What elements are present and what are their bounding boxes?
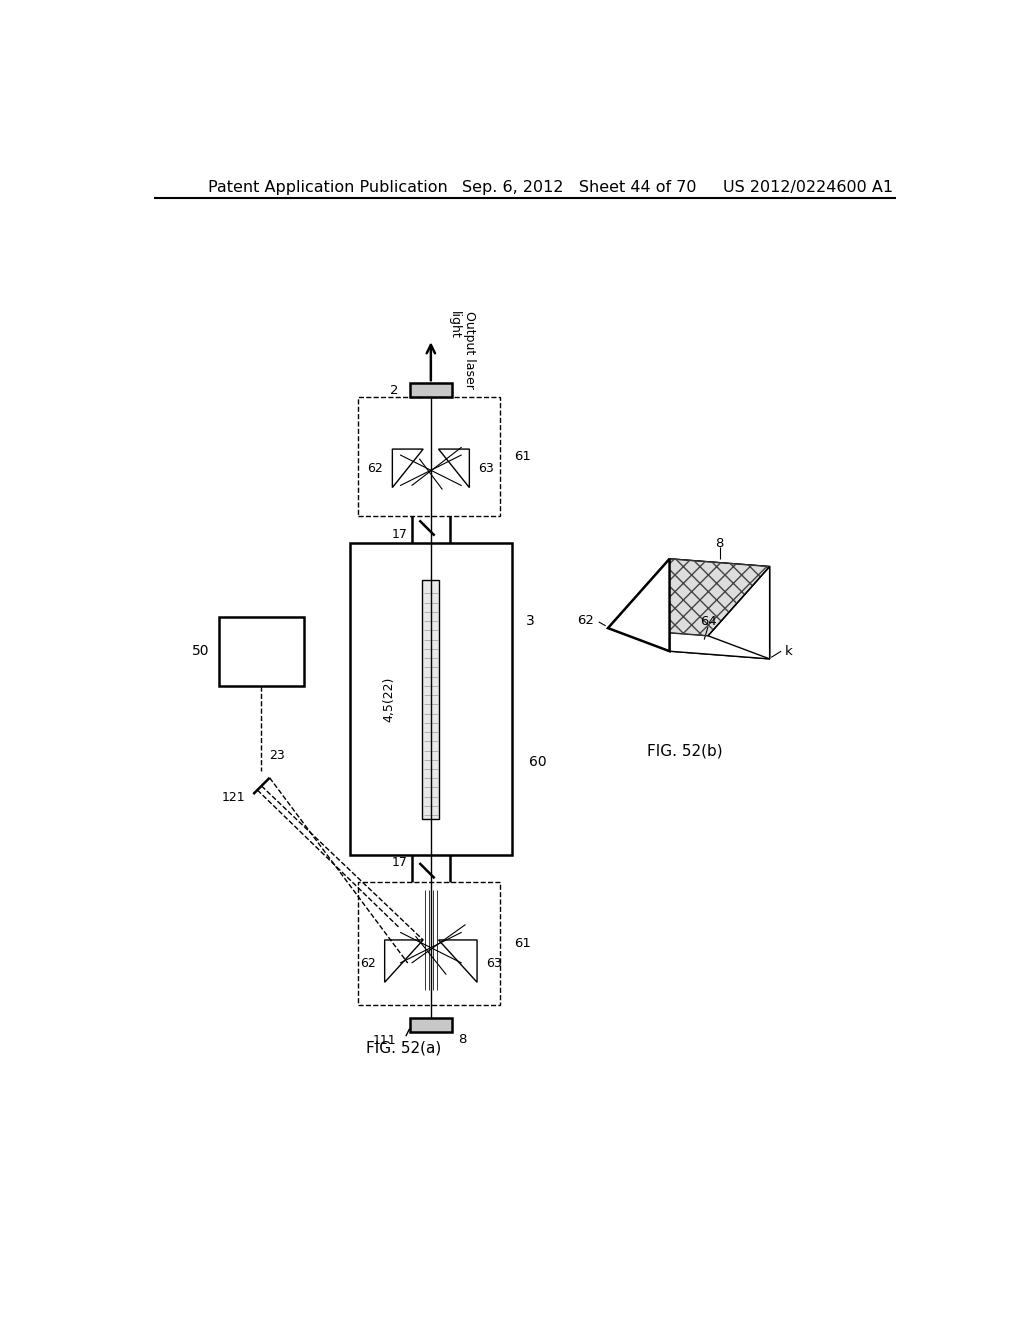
Text: Output laser
light: Output laser light [447, 310, 476, 388]
Text: 4,5(22): 4,5(22) [382, 677, 395, 722]
Bar [357, 397, 500, 516]
Polygon shape [608, 558, 770, 636]
Polygon shape [608, 628, 770, 659]
Text: 61: 61 [514, 937, 530, 950]
Text: FIG. 52(b): FIG. 52(b) [647, 743, 723, 759]
Text: FIG. 52(a): FIG. 52(a) [367, 1040, 441, 1055]
Text: k: k [785, 644, 793, 657]
Bar [357, 882, 500, 1006]
Text: 3: 3 [525, 614, 535, 628]
Text: 64: 64 [699, 615, 717, 628]
Text: 111: 111 [372, 1034, 396, 1047]
Text: 62: 62 [359, 957, 376, 970]
Text: 62: 62 [578, 614, 594, 627]
Bar [219, 616, 304, 686]
Text: 63: 63 [478, 462, 495, 475]
Text: 23: 23 [269, 748, 285, 762]
Text: 8: 8 [716, 537, 724, 550]
Bar [422, 579, 439, 818]
Polygon shape [670, 558, 770, 659]
Bar [350, 544, 512, 855]
Text: 61: 61 [514, 450, 530, 463]
Text: US 2012/0224600 A1: US 2012/0224600 A1 [723, 180, 893, 195]
Text: 60: 60 [528, 755, 546, 768]
Text: 50: 50 [193, 644, 210, 659]
Text: 2: 2 [390, 384, 398, 397]
Bar [410, 383, 452, 397]
Text: Sep. 6, 2012   Sheet 44 of 70: Sep. 6, 2012 Sheet 44 of 70 [462, 180, 696, 195]
Text: 17: 17 [392, 857, 408, 870]
Text: 121: 121 [222, 792, 246, 804]
Bar [410, 1018, 452, 1032]
Text: Patent Application Publication: Patent Application Publication [208, 180, 447, 195]
Text: 63: 63 [486, 957, 502, 970]
Text: 17: 17 [392, 528, 408, 541]
Text: 8: 8 [458, 1032, 467, 1045]
Text: 62: 62 [368, 462, 383, 475]
Polygon shape [608, 558, 670, 651]
